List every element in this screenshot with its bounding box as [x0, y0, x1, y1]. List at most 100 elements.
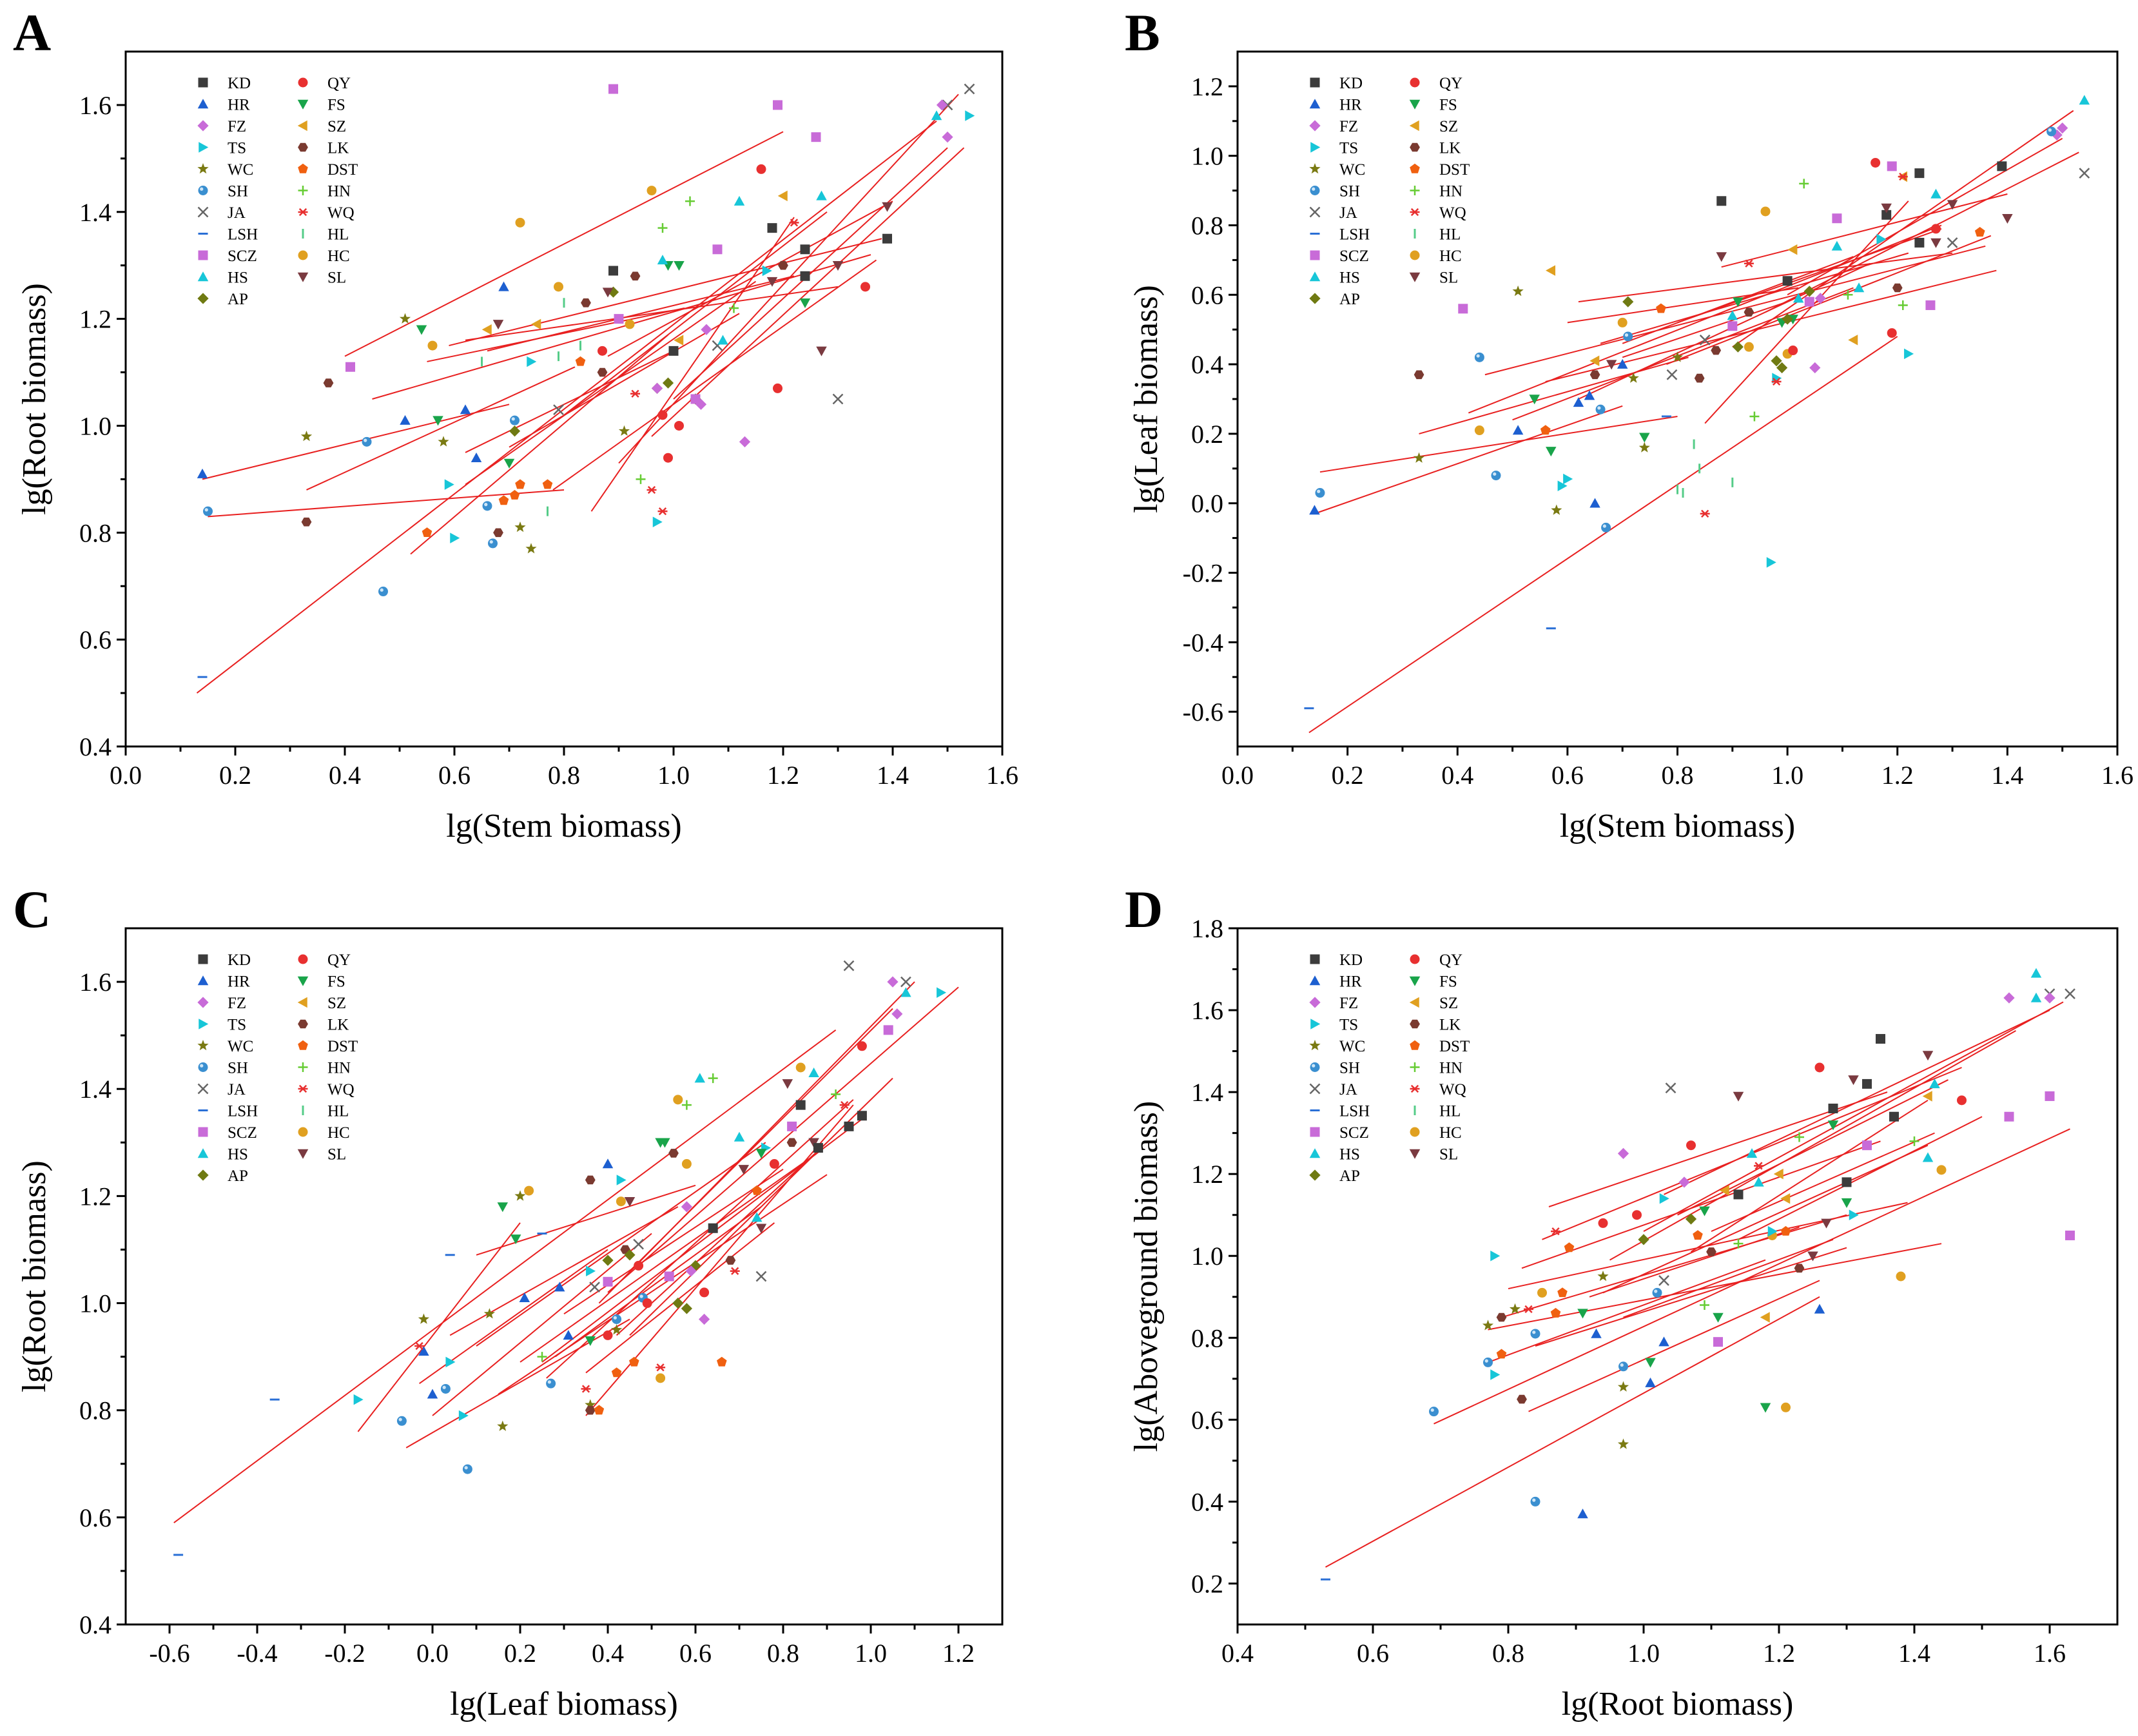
data-point [300, 431, 313, 442]
data-point [515, 479, 525, 489]
data-point-highlight [1654, 1289, 1658, 1293]
fit-line [465, 280, 757, 485]
data-point [808, 1068, 819, 1078]
fit-line [1666, 235, 1992, 366]
legend-label: WQ [1439, 1081, 1466, 1098]
legend-marker [298, 208, 308, 217]
data-point [1881, 210, 1892, 220]
data-point [708, 1073, 718, 1084]
x-tick-label: 1.4 [1898, 1639, 1930, 1668]
legend-label: LSH [1339, 226, 1370, 244]
data-point [1671, 351, 1684, 362]
data-point [524, 1185, 534, 1196]
legend-label: LSH [228, 1103, 258, 1120]
legend-label: FZ [228, 995, 246, 1012]
data-point [1881, 203, 1892, 213]
data-point [1551, 1227, 1560, 1236]
legend-marker [298, 1019, 308, 1029]
data-point [493, 528, 503, 538]
data-point [481, 324, 492, 335]
data-point-highlight [511, 417, 515, 421]
data-point [445, 1356, 456, 1368]
data-point [965, 110, 975, 121]
legend: KD HR FZ TS WC SH JA LSH SCZ HS AP QY FS SZ LK DST HN WQ H… [197, 75, 358, 308]
legend-marker [1309, 997, 1321, 1008]
data-point [629, 1356, 639, 1367]
data-point [416, 325, 427, 335]
data-point [694, 1073, 706, 1083]
legend-marker [1309, 293, 1321, 304]
data-point [1474, 352, 1484, 362]
legend-marker [197, 120, 209, 132]
data-point [624, 1196, 636, 1207]
legend-label: WC [1339, 1038, 1365, 1055]
legend-marker [198, 1062, 208, 1072]
data-point [1794, 1132, 1804, 1142]
data-point [531, 318, 541, 330]
data-point [1699, 334, 1711, 346]
data-point [708, 1223, 718, 1233]
data-point [1746, 1148, 1758, 1158]
fit-line [432, 1233, 652, 1416]
fit-line [607, 200, 893, 357]
legend-label: DST [327, 1038, 358, 1055]
legend-marker [1409, 1149, 1421, 1159]
data-point [800, 271, 810, 281]
data-point [1799, 179, 1809, 189]
fit-line [1721, 193, 2008, 268]
data-point [786, 1138, 797, 1147]
legend-marker [1309, 271, 1321, 282]
legend-marker [298, 142, 308, 152]
data-point [1638, 442, 1650, 453]
legend-marker-highlight [200, 187, 204, 191]
data-point [514, 1190, 526, 1201]
data-point [616, 1196, 626, 1207]
data-point [663, 453, 673, 463]
data-point [1496, 1312, 1507, 1322]
data-point [585, 1175, 596, 1185]
data-point [2057, 122, 2068, 134]
legend-label: HL [1439, 1103, 1461, 1120]
legend-label: HC [327, 1124, 350, 1142]
data-point [685, 1265, 697, 1277]
x-tick-label: 1.2 [1881, 761, 1914, 790]
data-point [1458, 304, 1468, 314]
data-point [1589, 498, 1600, 508]
data-point [813, 1143, 823, 1153]
y-tick-label: 0.6 [1191, 280, 1223, 309]
data-point [937, 987, 947, 998]
data-point [1922, 1051, 1934, 1061]
legend-label: HN [327, 1060, 351, 1077]
y-tick-label: 1.0 [1191, 142, 1223, 171]
data-point [553, 404, 564, 415]
data-point-highlight [380, 588, 384, 592]
fit-line [1308, 336, 1898, 734]
fit-line [546, 1099, 854, 1379]
x-tick-label: 1.6 [2034, 1639, 2066, 1668]
data-point-highlight [204, 508, 208, 512]
data-point [509, 425, 521, 437]
data-point [1638, 1234, 1649, 1245]
data-point [602, 1254, 614, 1266]
fit-line [1787, 137, 2063, 296]
legend-label: SCZ [228, 248, 257, 265]
data-point [2003, 992, 2015, 1004]
data-point [563, 1330, 574, 1340]
y-axis-title: lg(Root biomass) [16, 1160, 53, 1392]
panel-c: -0.6 -0.4 -0.2 0.0 0.2 0.4 0.6 0.8 1.0 1.2 0.4 0.6 0… [13, 880, 1004, 1722]
data-point [816, 190, 827, 200]
legend-marker [198, 1127, 208, 1137]
data-point [1947, 200, 1958, 210]
data-point [1760, 1312, 1770, 1323]
data-point [651, 382, 663, 395]
legend-label: DST [1439, 1038, 1470, 1055]
data-point [1887, 328, 1897, 338]
data-point [931, 110, 942, 121]
data-point [674, 420, 684, 431]
legend-marker [1309, 1169, 1321, 1181]
data-point [616, 1175, 627, 1185]
data-point [1414, 452, 1425, 463]
data-point [1678, 1176, 1690, 1188]
legend: KD HR FZ TS WC SH JA LSH SCZ HS AP QY FS SZ LK DST HN WQ H… [1309, 75, 1470, 308]
fit-line [173, 1029, 837, 1523]
